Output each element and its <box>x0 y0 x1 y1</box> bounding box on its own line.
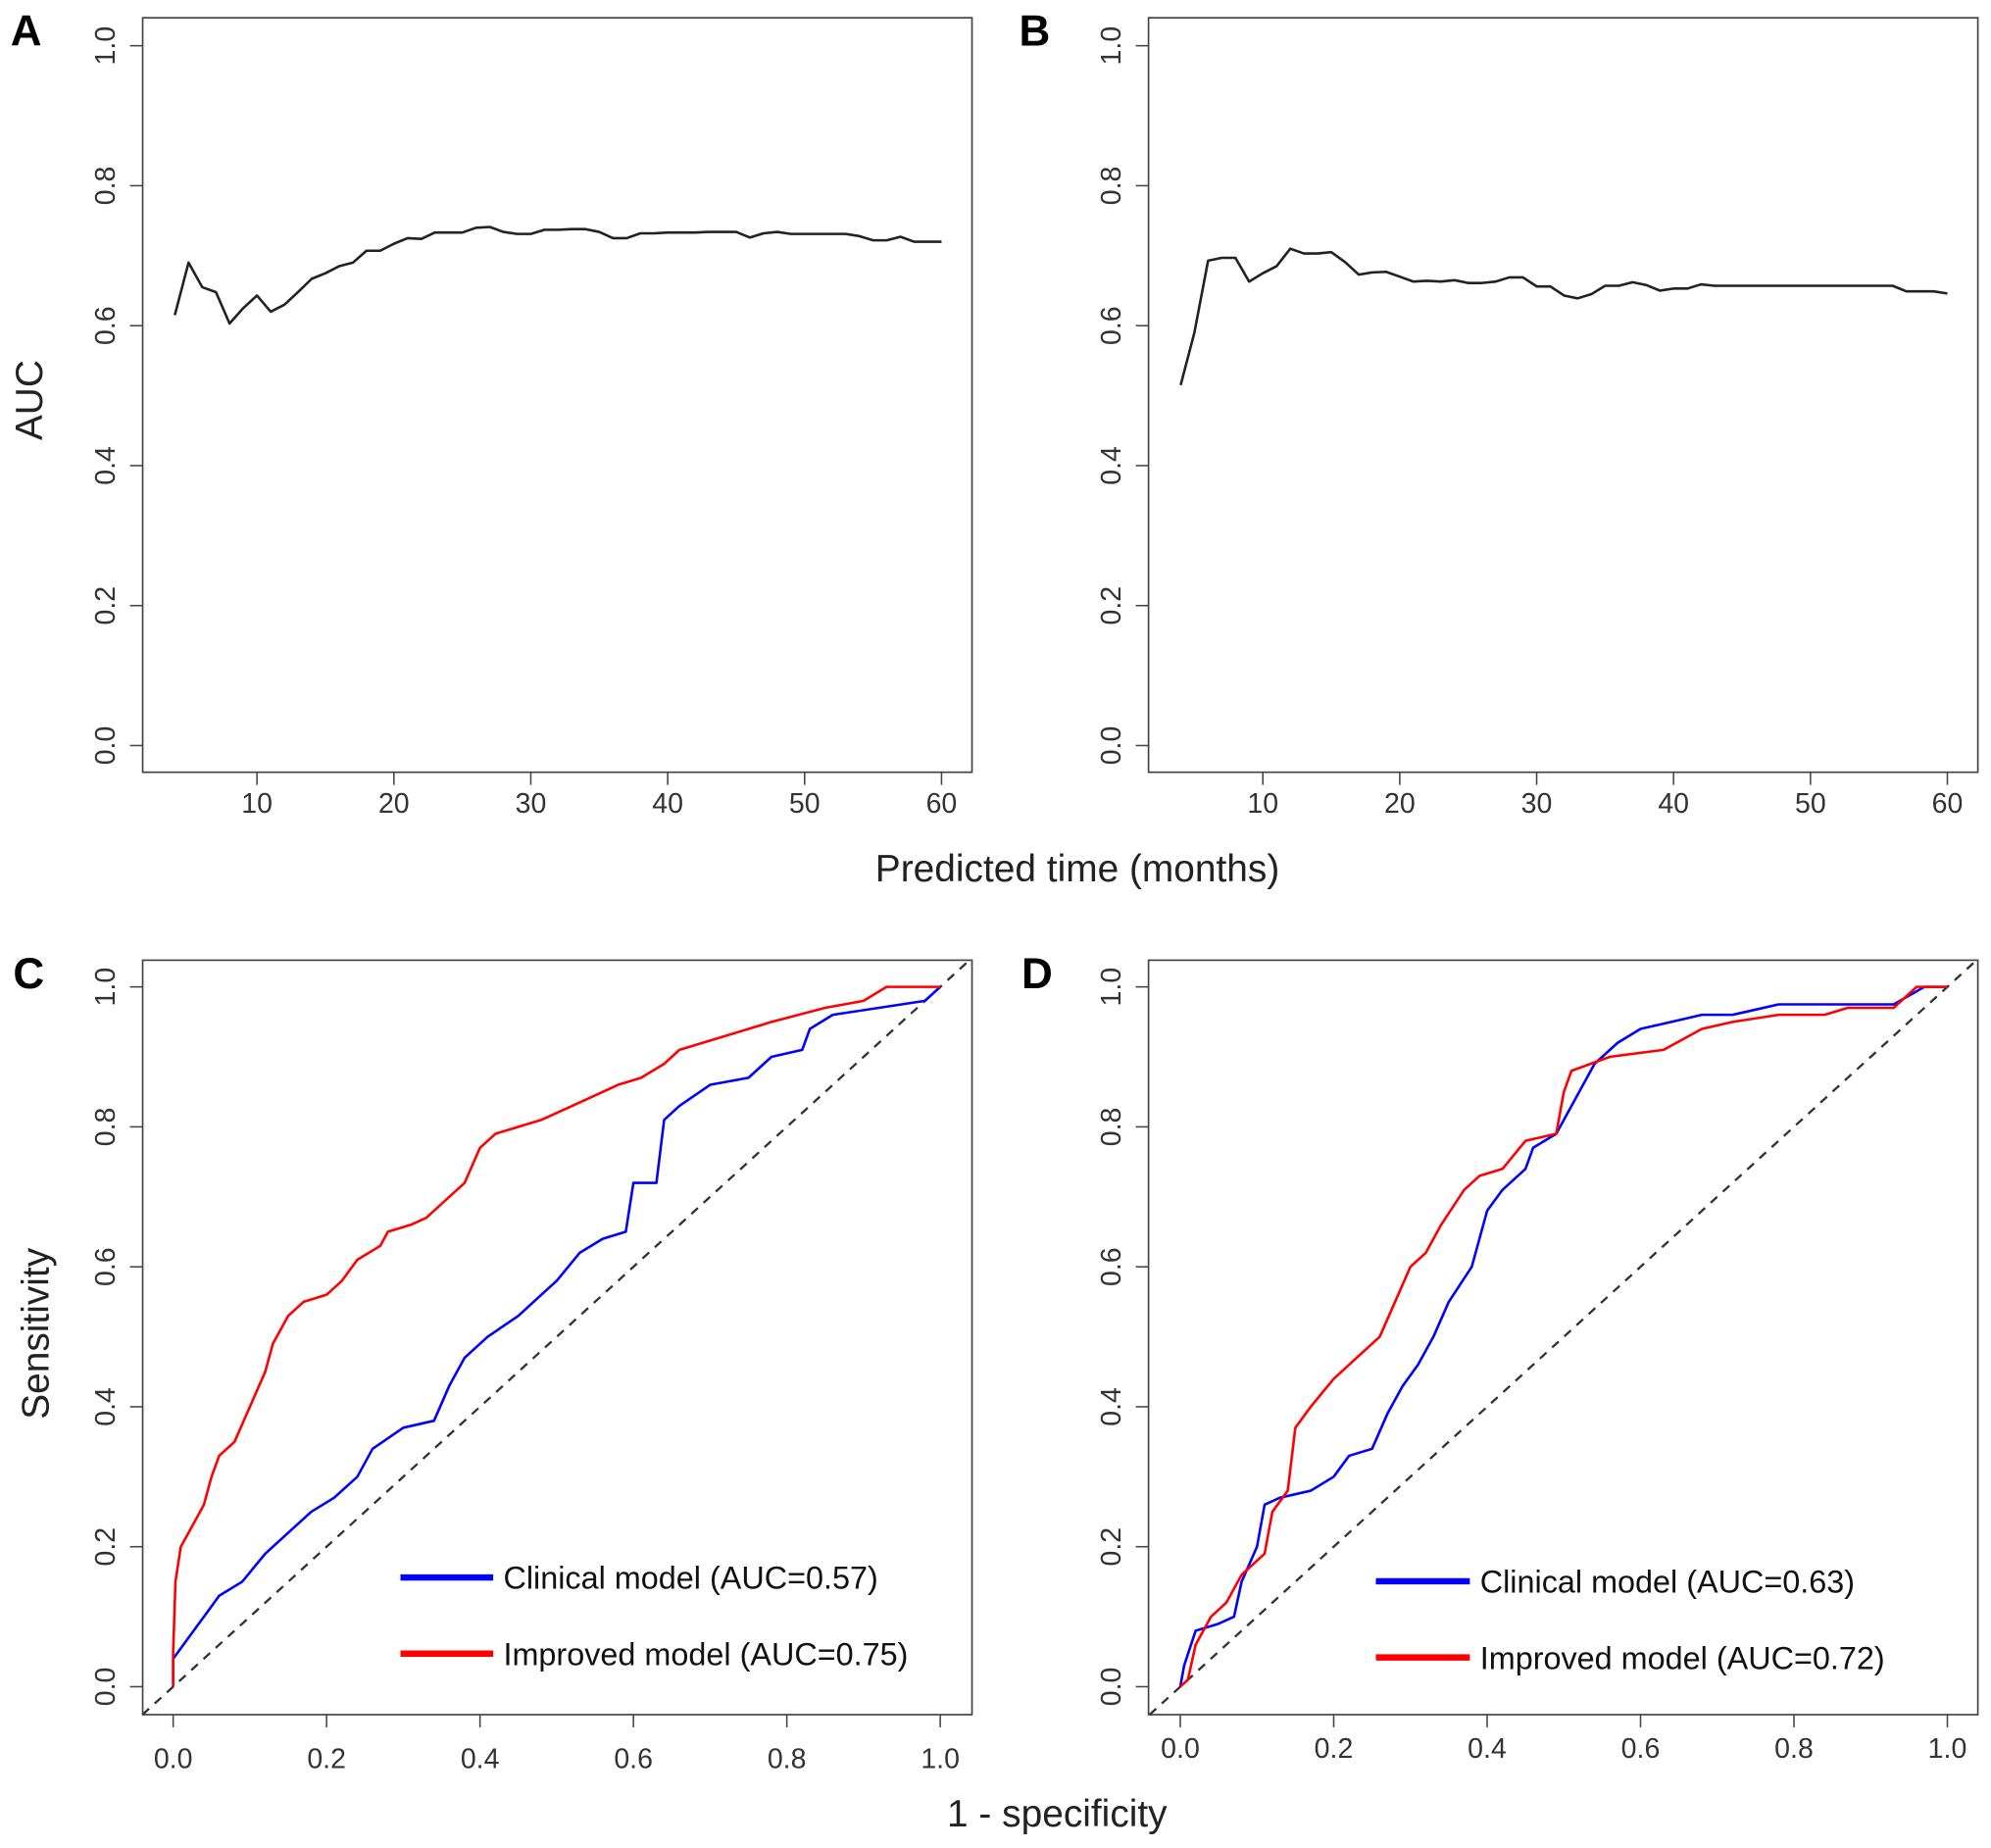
y-tick-label: 0.6 <box>90 306 122 345</box>
bottom-x-axis-label: 1 - specificity <box>947 1793 1168 1835</box>
x-tick-label: 0.2 <box>307 1743 346 1774</box>
y-tick-label: 0.0 <box>90 1668 122 1707</box>
plot-frame-a <box>141 17 973 774</box>
y-tick-label: 0.6 <box>1096 306 1127 345</box>
x-tick-label: 0.0 <box>154 1743 193 1774</box>
clinical-model-curve-d <box>1178 985 1948 1687</box>
x-tick-label: 20 <box>378 788 410 820</box>
y-tick-label: 0.8 <box>90 167 122 206</box>
y-tick-label: 0.8 <box>1096 1108 1127 1147</box>
top-x-axis-label: Predicted time (months) <box>875 848 1279 890</box>
y-tick-label: 1.0 <box>1096 968 1127 1007</box>
x-tick-label: 50 <box>789 788 821 820</box>
legend-label: Clinical model (AUC=0.63) <box>1480 1565 1855 1600</box>
y-tick-label: 0.0 <box>1096 726 1127 766</box>
panel-letter-b: B <box>1019 8 1050 56</box>
x-tick-label: 1.0 <box>921 1743 960 1774</box>
top-y-axis-label: AUC <box>9 360 51 440</box>
y-tick-label: 1.0 <box>1096 26 1127 66</box>
plot-frame-c <box>141 959 973 1716</box>
legend-label: Clinical model (AUC=0.57) <box>503 1561 877 1596</box>
y-tick-label: 0.4 <box>1096 446 1127 485</box>
y-tick-label: 1.0 <box>90 968 122 1007</box>
x-tick-label: 0.2 <box>1315 1733 1354 1765</box>
x-tick-label: 1.0 <box>1928 1733 1967 1765</box>
plot-frame-d <box>1147 959 1979 1716</box>
panel-b: 10 20 30 40 50 60 0.0 0.2 0.4 0.6 0.8 1.0 <box>1096 17 1979 820</box>
clinical-model-curve-c <box>172 985 942 1687</box>
y-tick-label: 0.2 <box>1096 586 1127 625</box>
x-tick-label: 60 <box>1932 788 1964 820</box>
y-tick-label: 0.0 <box>1096 1668 1127 1707</box>
y-tick-label: 0.8 <box>1096 167 1127 206</box>
x-tick-label: 0.4 <box>1468 1733 1507 1765</box>
x-tick-label: 10 <box>1247 788 1278 820</box>
x-tick-label: 40 <box>652 788 683 820</box>
x-tick-label: 0.0 <box>1161 1733 1200 1765</box>
panel-d: 0.0 0.2 0.4 0.6 0.8 1.0 0.0 0.2 0.4 0.6 0.8 1.0 Clin… <box>1096 958 1979 1765</box>
y-tick-label: 0.8 <box>90 1108 122 1147</box>
improved-model-curve-d <box>1179 985 1948 1688</box>
panel-letter-a: A <box>11 8 42 56</box>
y-tick-label: 0.2 <box>90 586 122 625</box>
panel-c: 0.0 0.2 0.4 0.6 0.8 1.0 0.0 0.2 0.4 0.6 0.8 1.0 Clin… <box>90 958 973 1774</box>
y-tick-label: 0.0 <box>90 726 122 766</box>
y-tick-label: 0.2 <box>90 1527 122 1567</box>
auc-curve-a <box>174 225 942 325</box>
y-tick-label: 0.4 <box>90 1387 122 1426</box>
x-tick-label: 0.8 <box>768 1743 807 1774</box>
x-tick-label: 0.4 <box>461 1743 500 1774</box>
y-tick-label: 0.6 <box>90 1247 122 1286</box>
improved-model-curve-c <box>172 985 941 1687</box>
y-tick-label: 0.4 <box>90 446 122 485</box>
x-tick-label: 50 <box>1795 788 1826 820</box>
bottom-y-axis-label: Sensitivity <box>16 1247 58 1419</box>
x-tick-label: 30 <box>516 788 547 820</box>
x-tick-label: 20 <box>1384 788 1416 820</box>
reference-diagonal-line <box>141 958 972 1716</box>
legend-label: Improved model (AUC=0.75) <box>503 1636 908 1672</box>
plot-frame-b <box>1147 17 1979 774</box>
y-tick-label: 0.6 <box>1096 1247 1127 1286</box>
reference-diagonal-line <box>1148 958 1979 1716</box>
x-tick-label: 30 <box>1521 788 1553 820</box>
y-tick-label: 0.2 <box>1096 1527 1127 1567</box>
auc-curve-b <box>1179 247 1948 386</box>
panel-letter-c: C <box>13 950 44 998</box>
x-tick-label: 0.8 <box>1774 1733 1814 1765</box>
panel-letter-d: D <box>1021 950 1053 998</box>
x-tick-label: 40 <box>1658 788 1689 820</box>
legend-label: Improved model (AUC=0.72) <box>1480 1640 1885 1675</box>
y-tick-label: 1.0 <box>90 26 122 66</box>
y-tick-label: 0.4 <box>1096 1387 1127 1426</box>
panel-a: 10 20 30 40 50 60 0.0 0.2 0.4 0.6 0.8 1.0 <box>90 17 973 820</box>
x-tick-label: 60 <box>926 788 958 820</box>
x-tick-label: 0.6 <box>614 1743 653 1774</box>
x-tick-label: 0.6 <box>1621 1733 1661 1765</box>
x-tick-label: 10 <box>241 788 273 820</box>
